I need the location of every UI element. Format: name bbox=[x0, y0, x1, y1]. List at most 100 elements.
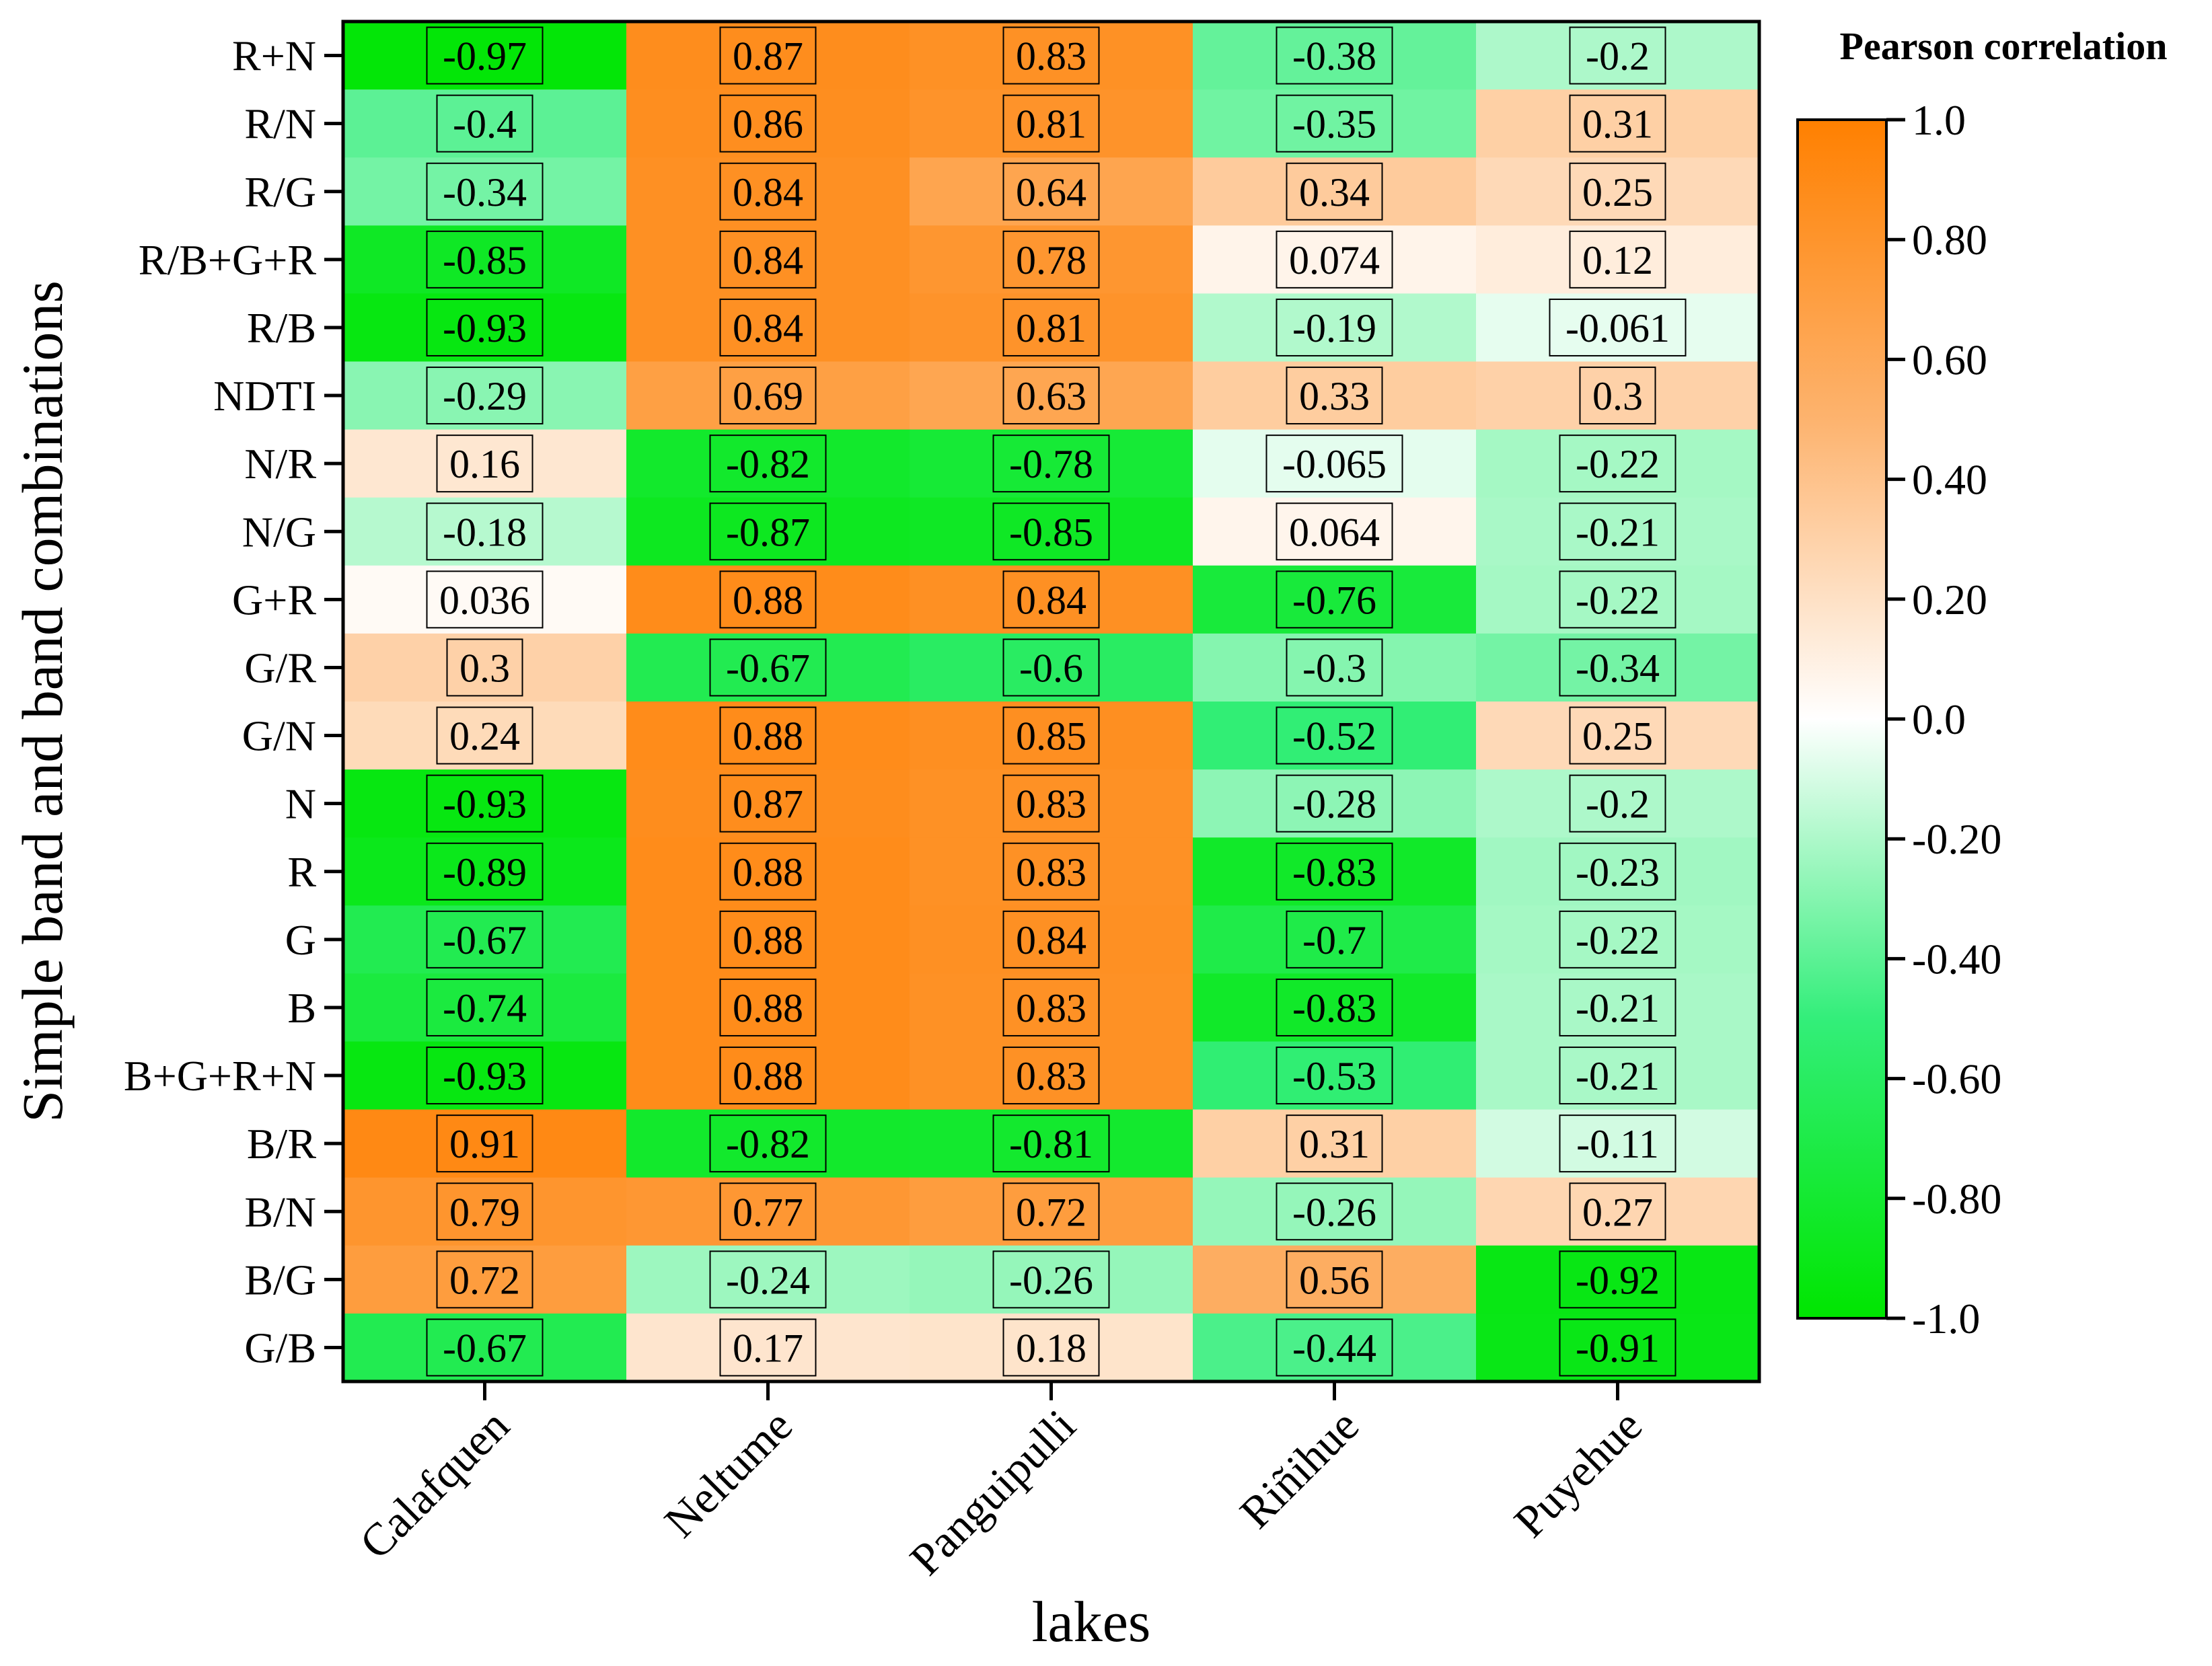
cell-value-label: -0.87 bbox=[726, 510, 810, 554]
cell-value-label: -0.6 bbox=[1019, 646, 1083, 690]
cell-label-box bbox=[1286, 367, 1383, 425]
x-tick-label: Puyehue bbox=[1504, 1400, 1652, 1547]
cell-value-label: -0.83 bbox=[1292, 986, 1376, 1030]
y-tick-label: B/N bbox=[244, 1188, 316, 1236]
heatmap-cell bbox=[910, 837, 1193, 906]
cell-label-box bbox=[1002, 842, 1100, 901]
cell-value-label: -0.89 bbox=[443, 850, 527, 895]
cell-value-label: 0.17 bbox=[733, 1326, 803, 1370]
heatmap-cell bbox=[1476, 1177, 1760, 1246]
cell-label-box bbox=[426, 230, 544, 289]
cell-value-label: -0.52 bbox=[1292, 714, 1376, 759]
cell-value-label: 0.036 bbox=[439, 578, 530, 622]
cell-label-box bbox=[426, 570, 544, 629]
heatmap-cell bbox=[1193, 973, 1477, 1043]
cell-value-label: 0.34 bbox=[1299, 170, 1370, 215]
heatmap-cell bbox=[626, 973, 910, 1043]
cell-value-label: 0.83 bbox=[1016, 986, 1086, 1030]
heatmap-cell bbox=[910, 1245, 1193, 1314]
heatmap-cell bbox=[1193, 1313, 1477, 1382]
cell-label-box bbox=[719, 910, 817, 969]
heatmap-cell bbox=[626, 225, 910, 294]
cell-value-label: 0.77 bbox=[733, 1190, 803, 1234]
y-tick-label: B+G+R+N bbox=[124, 1052, 316, 1100]
cell-value-label: 0.84 bbox=[1016, 578, 1086, 622]
cell-label-box bbox=[709, 502, 827, 561]
cell-value-label: 0.84 bbox=[733, 170, 803, 215]
colorbar-tick-label: 0.40 bbox=[1912, 456, 1987, 504]
cell-label-box bbox=[1559, 638, 1676, 697]
cell-label-box bbox=[1559, 570, 1676, 629]
cell-label-box bbox=[1276, 502, 1393, 561]
y-tick-label: R/N bbox=[244, 100, 316, 148]
heatmap-cell bbox=[1193, 157, 1477, 226]
cell-value-label: -0.34 bbox=[1576, 646, 1660, 690]
cell-label-box bbox=[1002, 638, 1100, 697]
heatmap-cell bbox=[1476, 702, 1760, 770]
cell-value-label: 0.85 bbox=[1016, 714, 1086, 759]
heatmap-cell bbox=[626, 1109, 910, 1178]
heatmap-cell bbox=[1193, 497, 1477, 566]
heatmap-cell bbox=[626, 361, 910, 430]
cell-value-label: 0.88 bbox=[733, 1054, 803, 1098]
cell-value-label: -0.7 bbox=[1302, 918, 1366, 962]
heatmap-cell bbox=[1193, 702, 1477, 770]
cell-value-label: -0.28 bbox=[1292, 782, 1376, 827]
heatmap-cell bbox=[626, 565, 910, 634]
cell-label-box bbox=[426, 502, 544, 561]
cell-label-box bbox=[719, 1047, 817, 1105]
heatmap-cell bbox=[1476, 1313, 1760, 1382]
cell-value-label: -0.97 bbox=[443, 34, 527, 79]
cell-value-label: 0.33 bbox=[1299, 374, 1370, 418]
cell-label-box bbox=[719, 367, 817, 425]
cell-value-label: 0.88 bbox=[733, 986, 803, 1030]
heatmap-cell bbox=[1476, 22, 1760, 90]
y-tick-label: B/R bbox=[247, 1120, 316, 1168]
cell-label-box bbox=[1002, 367, 1100, 425]
cell-value-label: 0.83 bbox=[1016, 34, 1086, 79]
heatmap-cell bbox=[1476, 497, 1760, 566]
y-tick-label: G/R bbox=[244, 644, 316, 691]
cell-value-label: 0.88 bbox=[733, 850, 803, 895]
heatmap-cell bbox=[626, 22, 910, 90]
heatmap-cell bbox=[626, 497, 910, 566]
heatmap-cell bbox=[626, 1177, 910, 1246]
cell-value-label: 0.63 bbox=[1016, 374, 1086, 418]
heatmap-cell bbox=[343, 1041, 627, 1110]
heatmap-cell bbox=[910, 1313, 1193, 1382]
heatmap-cell bbox=[1476, 157, 1760, 226]
cell-label-box bbox=[1002, 1047, 1100, 1105]
cell-value-label: -0.22 bbox=[1576, 442, 1660, 486]
heatmap-cell bbox=[1193, 1041, 1477, 1110]
heatmap-cell bbox=[626, 89, 910, 158]
cell-value-label: 0.72 bbox=[449, 1258, 520, 1302]
cell-value-label: -0.26 bbox=[1009, 1258, 1093, 1302]
colorbar-tick-label: -0.20 bbox=[1912, 815, 2001, 863]
cell-label-box bbox=[1002, 978, 1100, 1036]
cell-label-box bbox=[1559, 502, 1676, 561]
heatmap-cell bbox=[1193, 1177, 1477, 1246]
heatmap-cell bbox=[1476, 565, 1760, 634]
heatmap-cell bbox=[343, 157, 627, 226]
heatmap-cell bbox=[1193, 225, 1477, 294]
colorbar-title: Pearson correlation bbox=[1840, 24, 2168, 68]
cell-label-box bbox=[1559, 842, 1676, 901]
cell-value-label: 0.3 bbox=[1592, 374, 1643, 418]
cell-label-box bbox=[1569, 94, 1666, 153]
cell-label-box bbox=[1559, 910, 1676, 969]
heatmap-cell bbox=[343, 1109, 627, 1178]
cell-label-box bbox=[436, 434, 533, 493]
cell-value-label: 0.83 bbox=[1016, 1054, 1086, 1098]
x-tick-label: Neltume bbox=[655, 1400, 802, 1547]
cell-label-box bbox=[1569, 162, 1666, 221]
cell-value-label: -0.22 bbox=[1576, 578, 1660, 622]
cell-label-box bbox=[1276, 706, 1393, 765]
cell-value-label: -0.53 bbox=[1292, 1054, 1376, 1098]
cell-value-label: 0.83 bbox=[1016, 850, 1086, 895]
cell-label-box bbox=[719, 774, 817, 833]
cell-label-box bbox=[1286, 1250, 1383, 1309]
cell-value-label: 0.24 bbox=[449, 714, 520, 759]
cell-label-box bbox=[426, 1318, 544, 1377]
colorbar-tick-label: 0.0 bbox=[1912, 695, 1966, 743]
